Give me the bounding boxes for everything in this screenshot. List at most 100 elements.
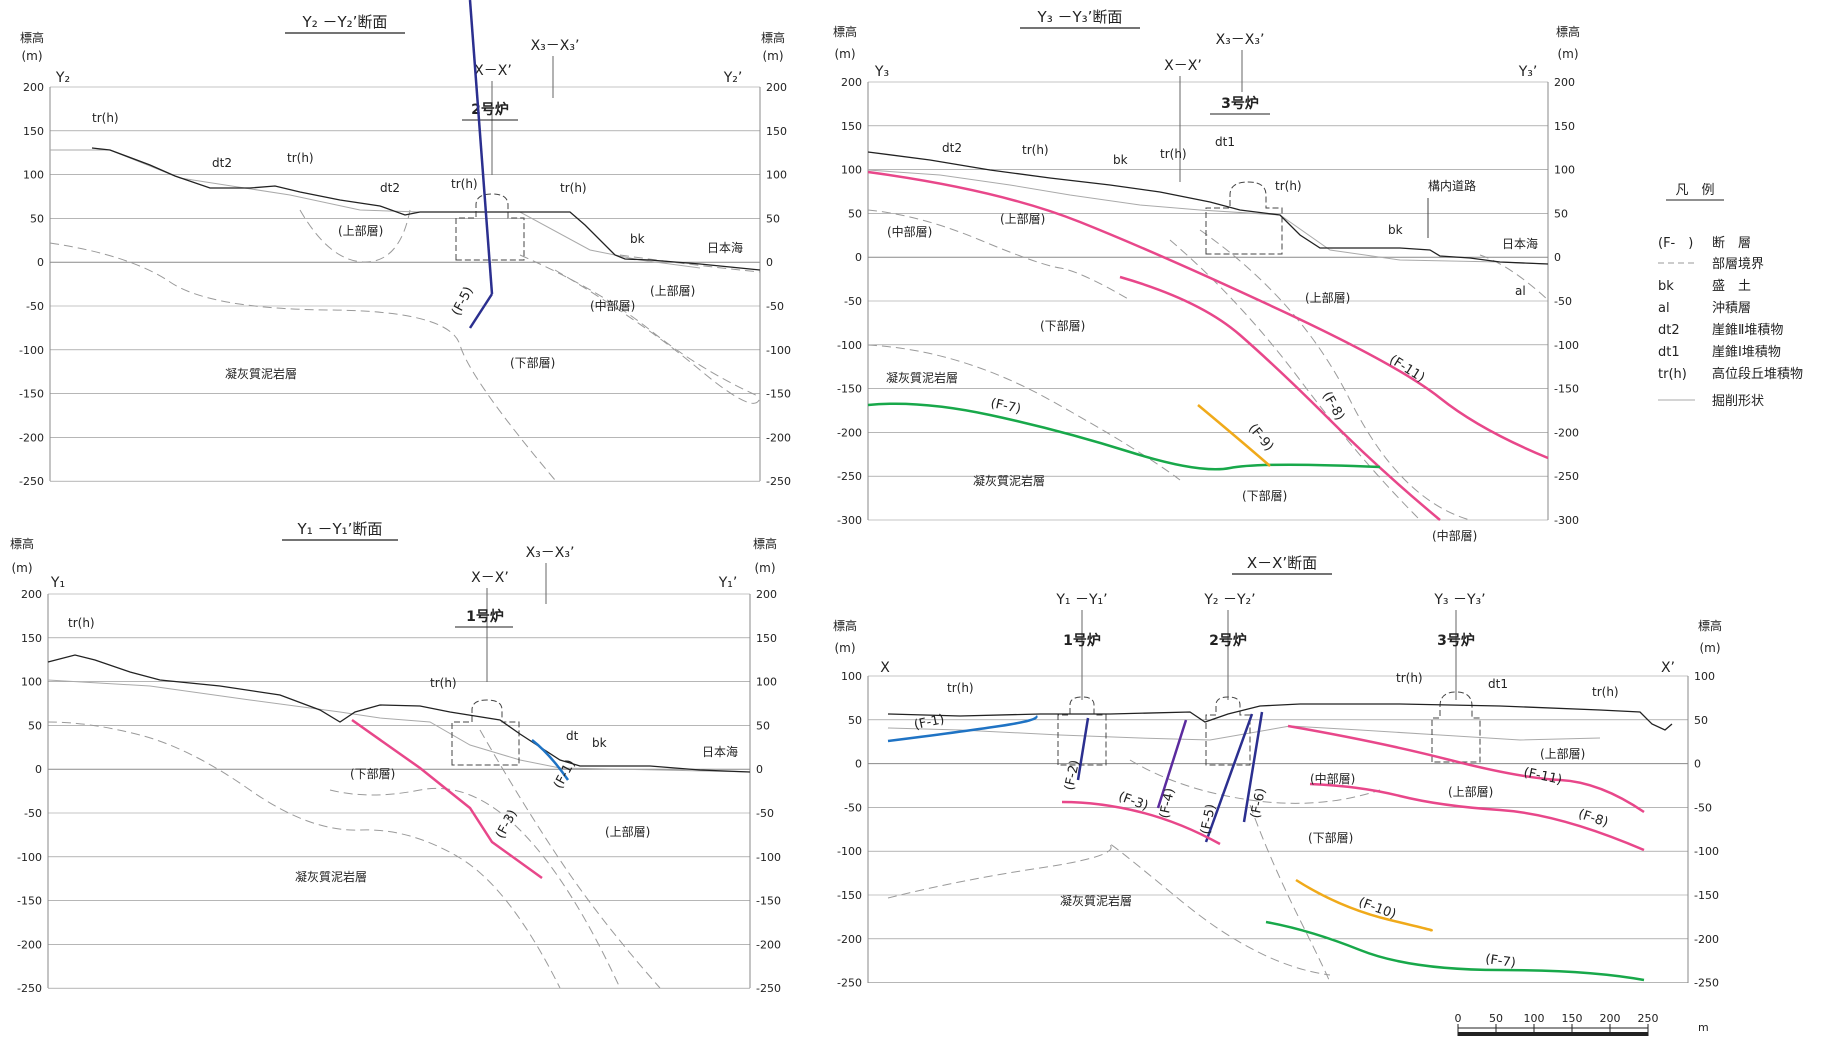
elev-label-right: 標高: [761, 30, 785, 45]
elev-label-right: 標高: [753, 536, 777, 551]
ground-surface: [47, 654, 751, 773]
unit-trh: tr(h): [1022, 143, 1049, 157]
tick-label-right: -250: [766, 475, 791, 488]
section-end-left: Y₁: [50, 575, 65, 591]
legend-dt1-sym: dt1: [1658, 345, 1680, 360]
elev-label-left: 標高: [833, 24, 857, 39]
reactor-outline: [451, 699, 520, 766]
y-axis-ticks: 200 200 150 150 100 100 50 50 0 0 -50 -50 -100 -100 -1…: [17, 588, 781, 995]
tick-label-left: 50: [30, 212, 44, 225]
tick-label-left: -150: [17, 895, 42, 908]
tick-label-left: -100: [837, 339, 862, 352]
fault-f10-label: (F-10): [1356, 895, 1398, 922]
layer-boundary: [299, 209, 411, 263]
tick-label-right: -50: [766, 300, 784, 313]
layer-boundary: [554, 269, 761, 404]
tick-label-left: -200: [19, 431, 44, 444]
tick-label-right: 200: [756, 588, 777, 601]
reactor-outline: [455, 193, 525, 261]
tick-label-left: -100: [19, 344, 44, 357]
ground-surface: [867, 151, 1549, 265]
tick-label-left: -150: [837, 889, 862, 902]
fault-f11-trace: [867, 170, 1549, 460]
panel-title: Y₃ －Y₃’断面: [1037, 8, 1123, 26]
unit-bk: bk: [630, 232, 645, 246]
fault-f1-trace: [531, 739, 570, 781]
legend-bk-sym: bk: [1658, 279, 1674, 294]
legend-fault-text: 断 層: [1712, 236, 1751, 251]
tick-label-right: -50: [1694, 801, 1712, 814]
fault-f7-label: (F-7): [1484, 952, 1516, 971]
scale-ticks: 0 50 100 150 200 250: [1455, 1012, 1659, 1036]
elev-unit-right: (m): [1557, 47, 1578, 61]
y2-marker: Y₂ －Y₂’: [1203, 592, 1255, 608]
scale-unit: m: [1698, 1021, 1709, 1034]
legend-al-text: 沖積層: [1712, 301, 1751, 316]
middle-member: (中部層): [1310, 771, 1355, 786]
tick-label-right: -200: [766, 431, 791, 444]
fault-f3-trace: [1061, 800, 1221, 846]
legend-trh-text: 高位段丘堆積物: [1712, 366, 1803, 382]
tick-label-right: 150: [756, 632, 777, 645]
panel-title: Y₁ －Y₁’断面: [297, 520, 383, 538]
tick-label-left: -250: [837, 977, 862, 990]
unit-trh: tr(h): [1396, 671, 1423, 685]
fault-f3-label: (F-3): [493, 807, 521, 841]
legend-boundary-text: 部層境界: [1712, 257, 1764, 272]
tick-label-left: 0: [37, 256, 44, 269]
tick-label-left: 200: [23, 81, 44, 94]
layer-boundary: [479, 729, 661, 989]
tick-label-left: -200: [837, 426, 862, 439]
tick-label-left: 100: [841, 670, 862, 683]
tick-label-right: 150: [1554, 120, 1575, 133]
unit-trh: tr(h): [92, 111, 119, 125]
section-end-right: Y₃’: [1518, 64, 1538, 80]
unit-bk: bk: [1388, 223, 1403, 237]
fault-f8-label: (F-8): [1319, 389, 1347, 423]
tuff-mudstone: 凝灰質泥岩層: [1060, 893, 1132, 908]
fault-f7-label: (F-7): [989, 396, 1022, 417]
sea-label: 日本海: [707, 240, 743, 255]
reactor-3-label: 3号炉: [1437, 632, 1475, 649]
tick-label-right: 50: [766, 212, 780, 225]
fault-f6-trace: [1242, 711, 1264, 823]
tick-label-left: -50: [24, 807, 42, 820]
tick-label-left: 100: [23, 169, 44, 182]
panel-xx-section: X－X’断面 標高 (m) 標高 (m) X X’ 100 100 50 50 0 0 -5…: [833, 554, 1722, 990]
layer-boundary: [1199, 229, 1471, 521]
tick-label-right: 0: [1694, 758, 1701, 771]
elev-label-right: 標高: [1556, 24, 1580, 39]
fault-f7-trace: [1265, 920, 1645, 982]
x3-marker: X₃－X₃’: [531, 38, 580, 54]
tick-label-left: 50: [28, 719, 42, 732]
tick-label-left: -50: [26, 300, 44, 313]
layer-boundary: [1129, 759, 1381, 804]
tick-label-left: 100: [841, 164, 862, 177]
tick-label-right: -150: [1554, 383, 1579, 396]
tick-label-left: 200: [21, 588, 42, 601]
unit-dt: dt: [566, 729, 579, 743]
unit-dt2: dt2: [212, 156, 232, 170]
tick-label-right: 150: [766, 125, 787, 138]
tick-label-left: 150: [23, 125, 44, 138]
tick-label-right: -100: [766, 344, 791, 357]
reactor-outline: [1431, 691, 1481, 763]
fault-f5-trace: [1204, 713, 1254, 843]
scale-tick-label: 100: [1524, 1012, 1545, 1025]
excavation-shape: [47, 679, 751, 773]
unit-dt2: dt2: [380, 181, 400, 195]
lower-member: (下部層): [510, 355, 555, 370]
tick-label-right: 0: [766, 256, 773, 269]
tick-label-left: 150: [841, 120, 862, 133]
upper-member: (上部層): [338, 223, 383, 238]
unit-dt1: dt1: [1215, 135, 1235, 149]
unit-trh: tr(h): [1592, 685, 1619, 699]
fault-f2-trace: [1076, 717, 1090, 781]
tuff-mudstone: 凝灰質泥岩層: [973, 473, 1045, 488]
upper-member: (上部層): [1540, 746, 1585, 761]
tick-label-left: 50: [848, 714, 862, 727]
section-end-left: X: [880, 660, 890, 676]
lower-member: (下部層): [1040, 318, 1085, 333]
fault-f4-label: (F-4): [1157, 787, 1178, 820]
tick-label-left: 200: [841, 76, 862, 89]
